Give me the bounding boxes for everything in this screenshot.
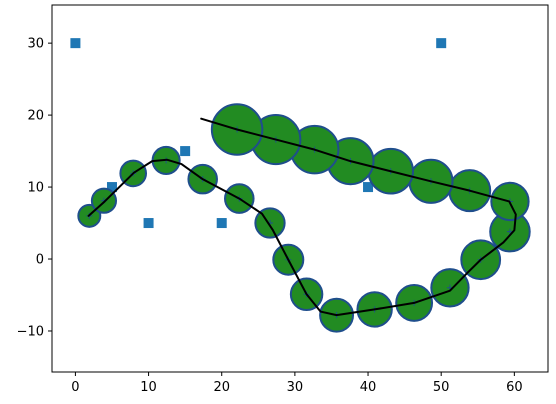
square-marker [363,182,374,193]
x-tick-label: 30 [287,380,304,395]
trajectory-line [87,117,517,317]
y-tick-label: −10 [17,324,44,339]
x-tick-label: 20 [213,380,230,395]
x-tick-label: 50 [433,380,450,395]
x-tick-label: 40 [360,380,377,395]
square-marker [143,218,154,229]
y-tick-label: 10 [27,181,44,196]
x-tick-label: 0 [71,380,79,395]
square-marker [180,146,191,157]
plot-area: 0 10 20 30 40 50 60 −10 0 10 20 30 [17,4,549,395]
axes-frame [51,4,549,373]
square-marker [106,182,117,193]
y-tick-label: 30 [27,37,44,52]
x-tick-label: 60 [506,380,523,395]
y-tick-label: 20 [27,109,44,124]
x-tick-label: 10 [140,380,157,395]
square-marker [216,218,227,229]
y-tick-label: 0 [36,253,44,268]
square-marker [70,38,81,49]
square-marker [436,38,447,49]
